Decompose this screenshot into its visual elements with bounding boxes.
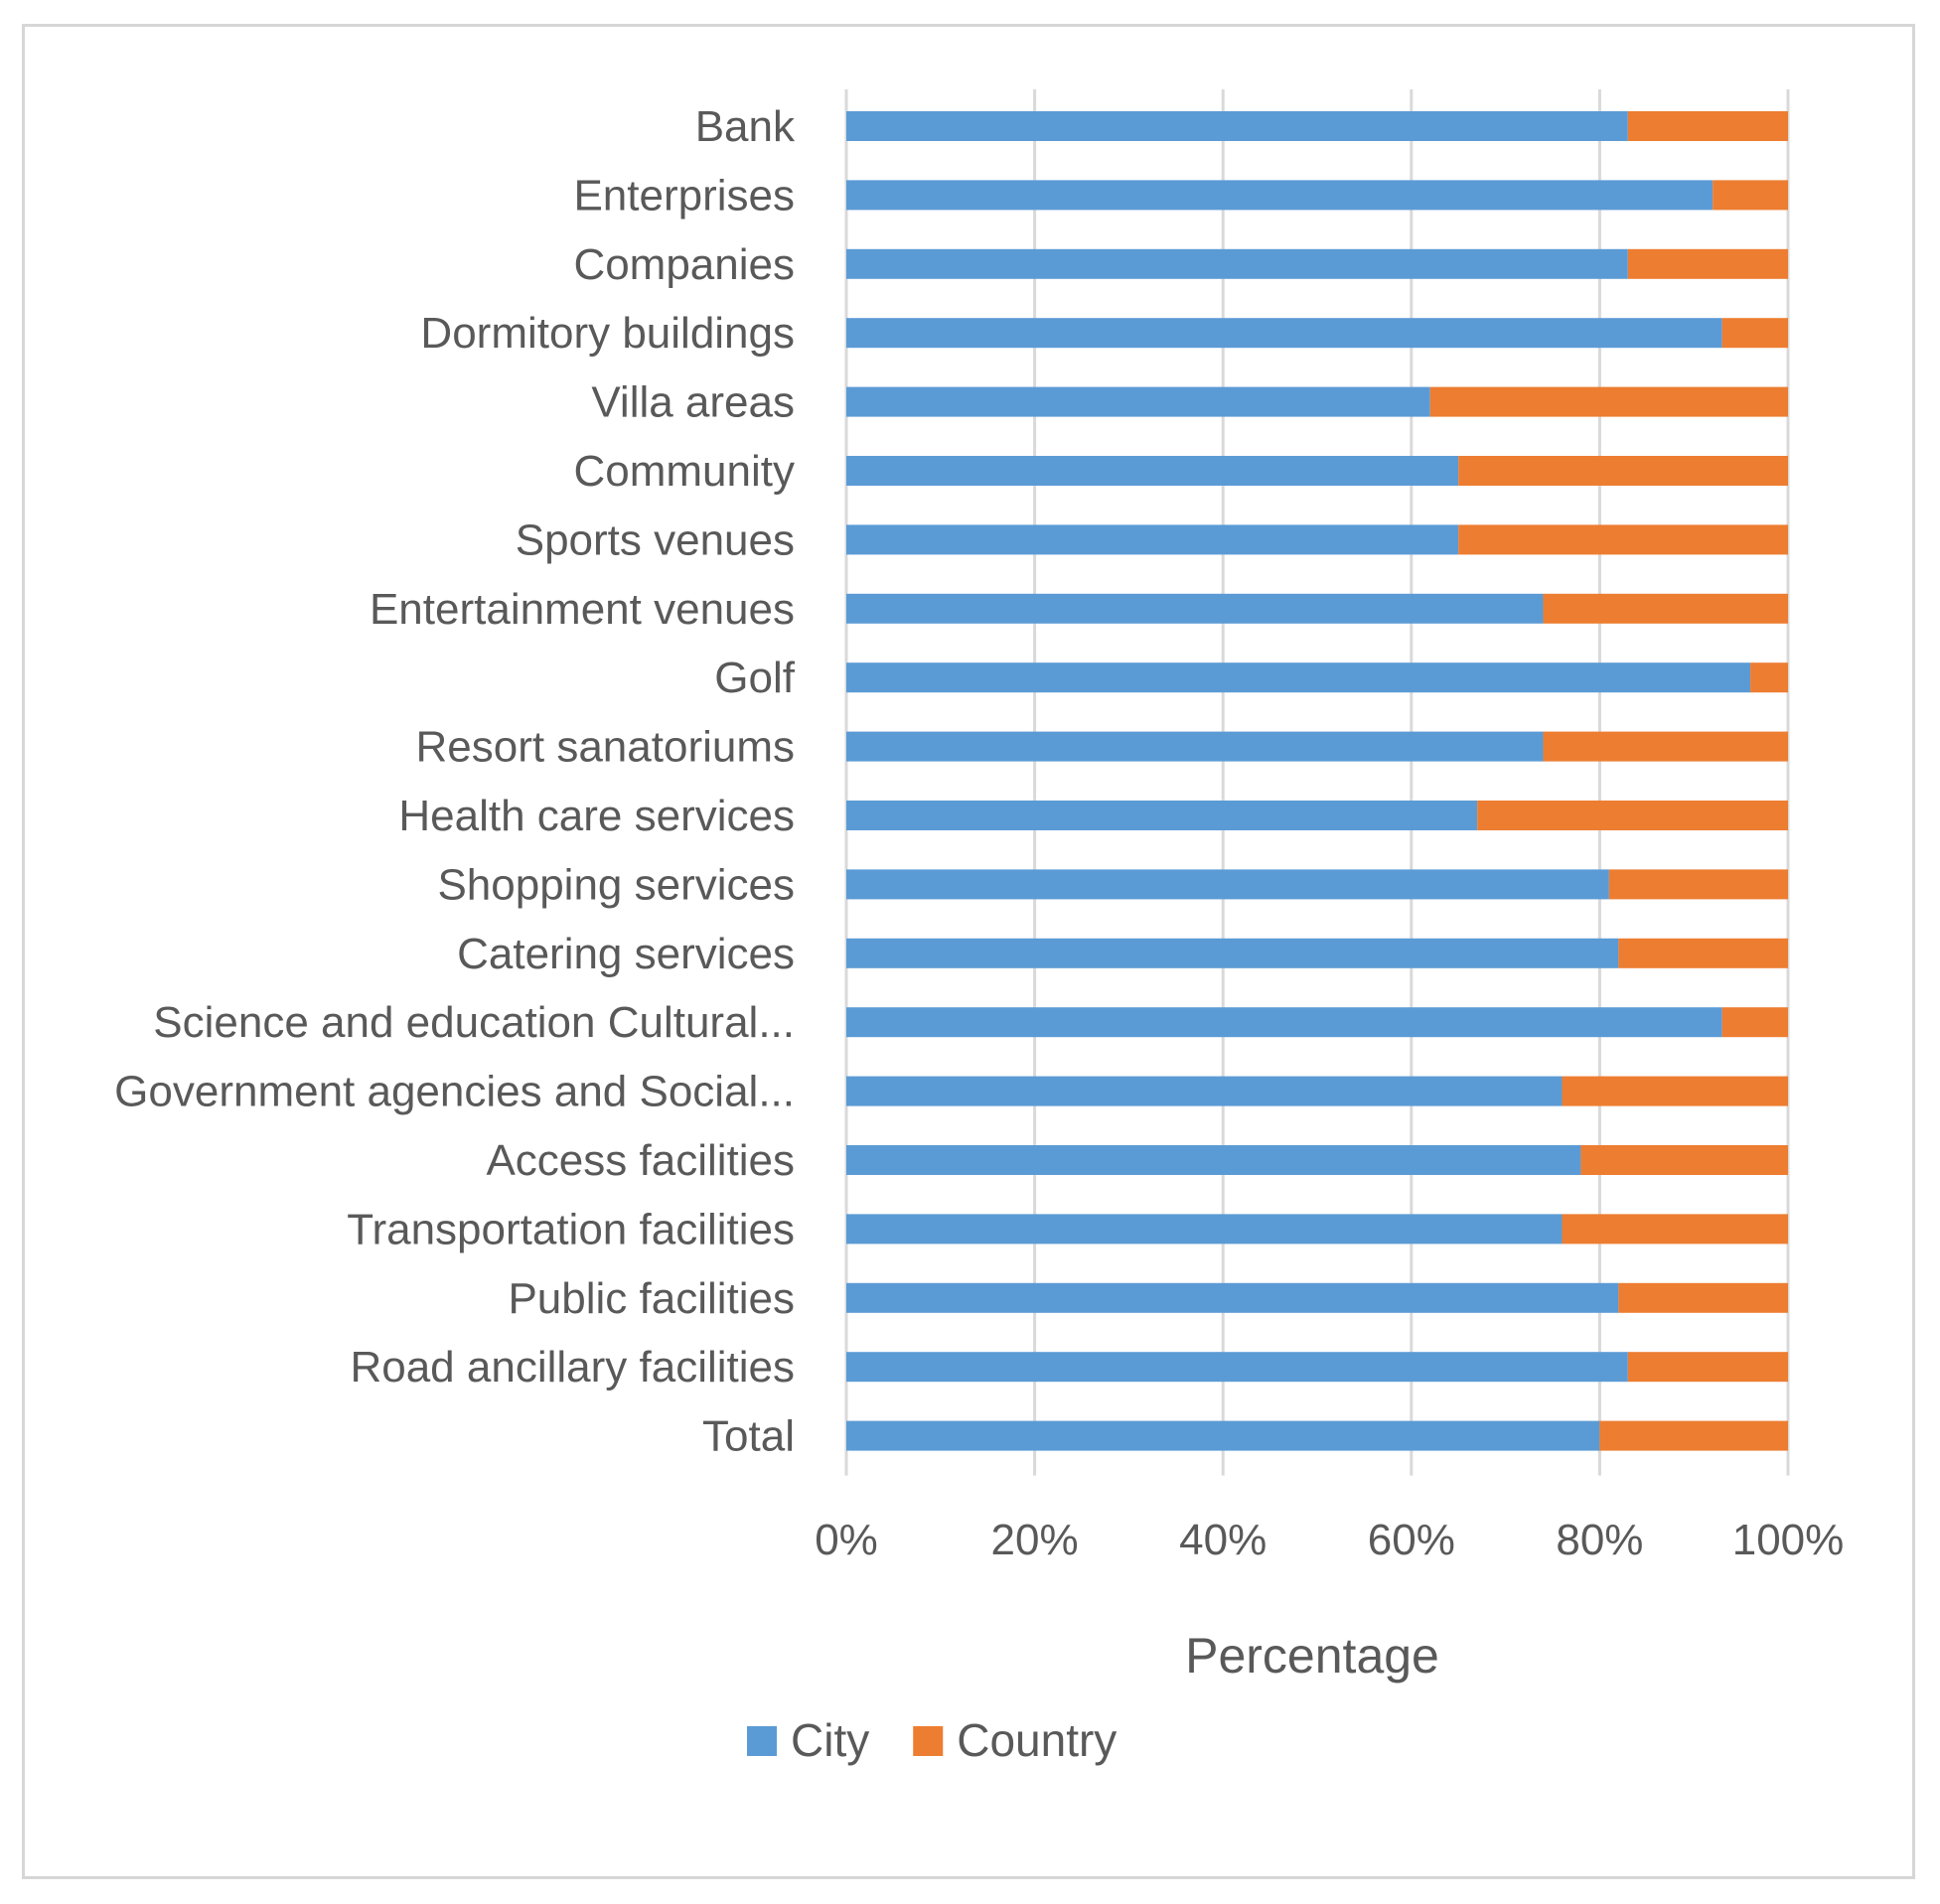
bar-country — [1477, 801, 1788, 830]
bar-city — [846, 1420, 1600, 1451]
category-label: Resort sanatoriums — [416, 723, 795, 772]
bar-city — [846, 869, 1609, 900]
bar-country — [1543, 593, 1788, 624]
bar-country — [1627, 1352, 1788, 1383]
bar-country — [1429, 386, 1788, 417]
category-label: Road ancillary facilities — [350, 1343, 795, 1391]
x-tick-label: 60% — [1368, 1516, 1455, 1564]
bar-country — [1627, 111, 1788, 141]
category-label: Health care services — [398, 792, 795, 840]
bar-city — [846, 248, 1628, 279]
legend-label-country: Country — [957, 1714, 1117, 1766]
category-label: Bank — [695, 102, 796, 151]
bar-country — [1750, 662, 1788, 693]
x-axis-title: Percentage — [1185, 1628, 1439, 1684]
bar-city — [846, 111, 1628, 141]
bar-city — [846, 1007, 1722, 1038]
bar-country — [1599, 1420, 1788, 1451]
category-label: Government agencies and Social... — [114, 1068, 795, 1116]
bar-city — [846, 1352, 1628, 1383]
bar-country — [1627, 248, 1788, 279]
category-label: Enterprises — [573, 171, 795, 220]
bar-city — [846, 318, 1722, 349]
bar-city — [846, 456, 1459, 486]
category-label: Access facilities — [486, 1136, 795, 1185]
category-label: Companies — [573, 240, 795, 289]
x-tick-labels: 0% 20% 40% 60% 80% 100% — [815, 1516, 1844, 1564]
bar-country — [1618, 1282, 1788, 1313]
legend-swatch-city — [747, 1726, 777, 1756]
legend-label-city: City — [791, 1714, 869, 1766]
x-tick-label: 80% — [1556, 1516, 1643, 1564]
bar-city — [846, 731, 1544, 762]
bar-country — [1721, 1007, 1788, 1038]
bar-country — [1458, 524, 1788, 555]
bars — [846, 111, 1788, 1451]
category-label: Transportation facilities — [347, 1205, 795, 1253]
category-label: Science and education Cultural... — [153, 998, 795, 1047]
bar-country — [1618, 938, 1788, 968]
x-tick-label: 40% — [1179, 1516, 1267, 1564]
category-label: Community — [574, 447, 796, 496]
bar-city — [846, 938, 1619, 968]
bar-city — [846, 1076, 1563, 1106]
bar-city — [846, 662, 1751, 693]
bar-city — [846, 1282, 1619, 1313]
category-label: Shopping services — [437, 860, 795, 909]
category-label: Villa areas — [591, 378, 795, 427]
bar-country — [1721, 318, 1788, 349]
x-tick-label: 0% — [815, 1516, 878, 1564]
bar-country — [1562, 1076, 1788, 1106]
category-label: Dormitory buildings — [420, 309, 795, 358]
bar-city — [846, 386, 1430, 417]
x-tick-label: 20% — [991, 1516, 1079, 1564]
bar-city — [846, 1214, 1563, 1245]
category-labels: Bank Enterprises Companies Dormitory buildi… — [114, 102, 796, 1461]
bar-city — [846, 593, 1544, 624]
category-label: Public facilities — [508, 1274, 795, 1323]
legend: City Country — [747, 1714, 1117, 1766]
bar-country — [1713, 180, 1788, 211]
bar-city — [846, 801, 1478, 830]
category-label: Golf — [714, 654, 795, 702]
bar-city — [846, 1145, 1581, 1175]
bar-country — [1580, 1145, 1788, 1175]
x-tick-label: 100% — [1732, 1516, 1845, 1564]
bar-city — [846, 180, 1714, 211]
category-label: Sports venues — [516, 515, 795, 564]
gridlines — [844, 89, 1790, 1476]
bar-country — [1608, 869, 1788, 900]
bar-country — [1458, 456, 1788, 486]
category-label: Entertainment venues — [370, 585, 795, 634]
category-label: Catering services — [457, 930, 795, 978]
bar-country — [1562, 1214, 1788, 1245]
bar-city — [846, 524, 1459, 555]
category-label: Total — [702, 1412, 795, 1461]
bar-country — [1543, 731, 1788, 762]
legend-swatch-country — [913, 1726, 944, 1756]
